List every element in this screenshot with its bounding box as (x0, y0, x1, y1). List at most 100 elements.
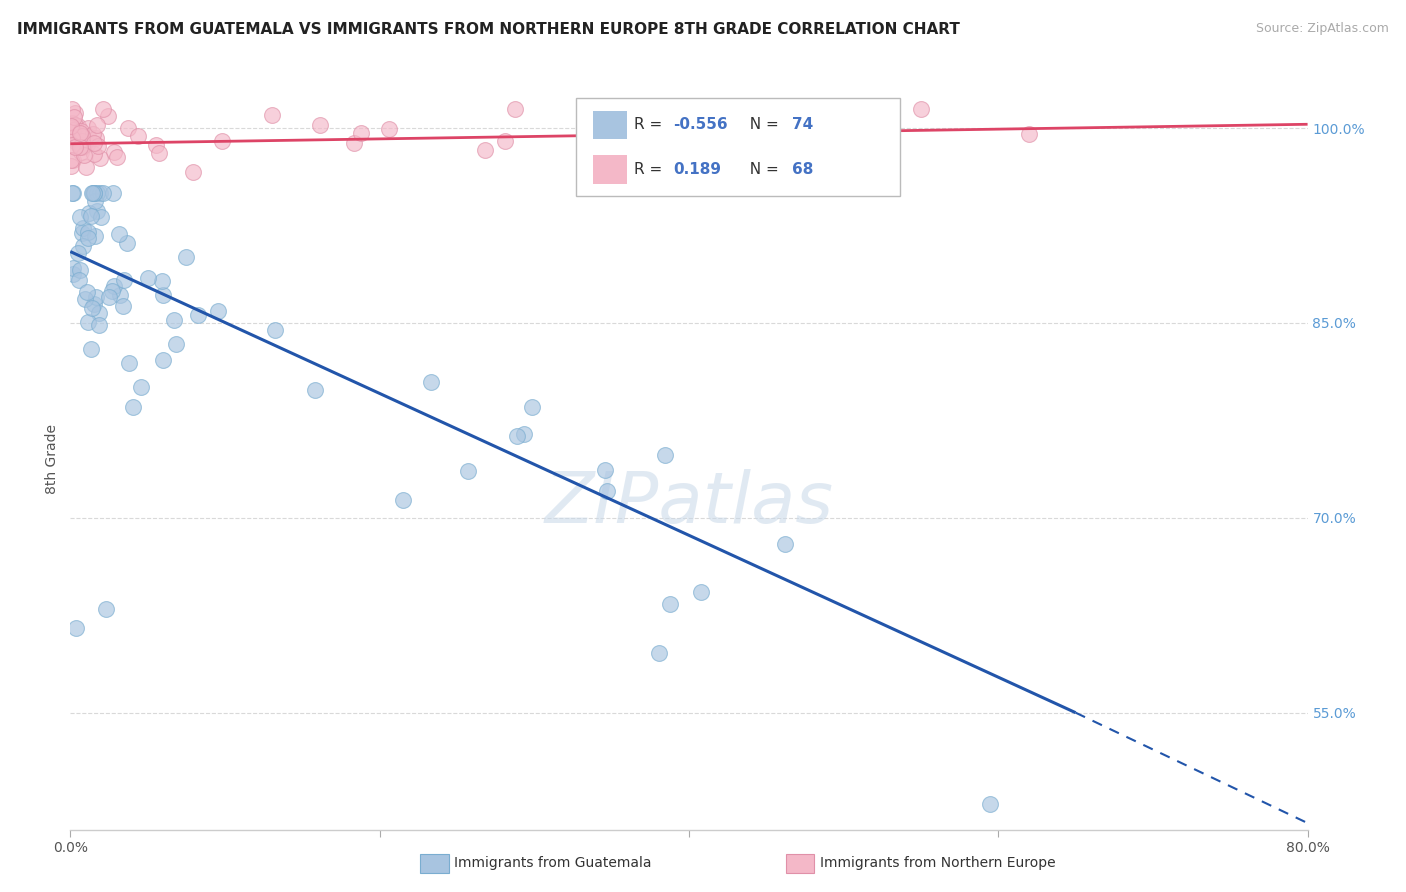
Text: Immigrants from Northern Europe: Immigrants from Northern Europe (820, 856, 1056, 871)
Text: Immigrants from Guatemala: Immigrants from Guatemala (454, 856, 651, 871)
Point (66, 125, 89, 139)
Point (100, 284, 122, 298)
Point (654, 449, 676, 463)
Point (103, 145, 125, 159)
Point (83, 194, 105, 208)
Point (84, 229, 107, 244)
Point (457, 464, 479, 478)
Point (69, 126, 91, 140)
Point (67, 273, 90, 287)
Point (72, 220, 94, 235)
Point (87, 306, 110, 320)
Point (86, 204, 108, 219)
Point (97, 109, 120, 123)
Point (145, 137, 167, 152)
Point (73, 136, 96, 150)
Point (69, 262, 91, 277)
Point (150, 273, 173, 287)
Point (60, 116, 83, 130)
Point (86, 186, 108, 200)
Point (494, 134, 516, 148)
Point (910, 102, 932, 116)
Point (103, 278, 125, 293)
Point (506, 429, 529, 443)
Point (98, 290, 121, 304)
Point (82, 128, 104, 142)
Point (69, 124, 91, 138)
Point (181, 165, 204, 179)
Point (62, 268, 84, 282)
Point (60, 121, 83, 136)
Point (152, 288, 174, 302)
Point (86, 290, 108, 304)
Point (309, 118, 332, 132)
Point (163, 313, 186, 327)
Point (138, 271, 160, 285)
Point (342, 136, 364, 150)
Y-axis label: 8th Grade: 8th Grade (45, 425, 59, 494)
Point (659, 597, 682, 611)
Point (94, 601, 117, 615)
Point (83, 146, 105, 161)
Point (75, 160, 97, 174)
Point (62, 110, 84, 124)
Text: ZIPatlas: ZIPatlas (544, 469, 834, 538)
Point (82, 186, 104, 200)
Point (90, 211, 112, 225)
Point (60, 138, 83, 153)
Point (60, 153, 83, 168)
Point (118, 356, 141, 370)
Point (262, 108, 284, 122)
Point (174, 250, 197, 264)
Text: N =: N = (740, 162, 783, 177)
Point (67, 137, 90, 152)
Point (77, 315, 100, 329)
Point (87, 318, 110, 332)
Point (80, 342, 103, 356)
Point (70, 145, 93, 160)
Text: -0.556: -0.556 (673, 118, 728, 132)
Point (264, 323, 287, 337)
Point (89, 186, 111, 200)
Point (70, 140, 93, 154)
Point (60, 119, 83, 133)
Point (152, 353, 174, 368)
Point (80, 209, 103, 223)
Point (66, 133, 89, 147)
Point (83, 186, 105, 200)
Point (648, 646, 671, 660)
Point (474, 143, 496, 157)
Point (678, 136, 700, 150)
Point (76, 137, 98, 152)
Point (105, 150, 128, 164)
Text: R =: R = (634, 118, 668, 132)
Point (65, 127, 87, 141)
Point (66, 119, 89, 133)
Point (75, 135, 97, 149)
Point (84, 131, 107, 145)
Point (66, 246, 89, 260)
Point (503, 102, 526, 116)
Point (69, 140, 91, 154)
Point (93, 102, 115, 116)
Point (62, 123, 84, 137)
Point (62, 153, 84, 168)
Point (69, 128, 91, 142)
Point (76, 285, 98, 299)
Point (108, 227, 131, 241)
Point (129, 380, 152, 394)
Point (148, 145, 170, 160)
Point (1018, 127, 1040, 141)
Point (211, 134, 233, 148)
Point (112, 273, 135, 287)
Text: 68: 68 (792, 162, 813, 177)
Point (593, 463, 616, 477)
Point (513, 427, 536, 442)
Point (77, 225, 100, 239)
Point (69, 210, 91, 224)
Point (773, 537, 796, 551)
Point (83, 297, 105, 311)
Point (77, 121, 100, 136)
Point (60, 130, 83, 145)
Point (392, 492, 415, 507)
